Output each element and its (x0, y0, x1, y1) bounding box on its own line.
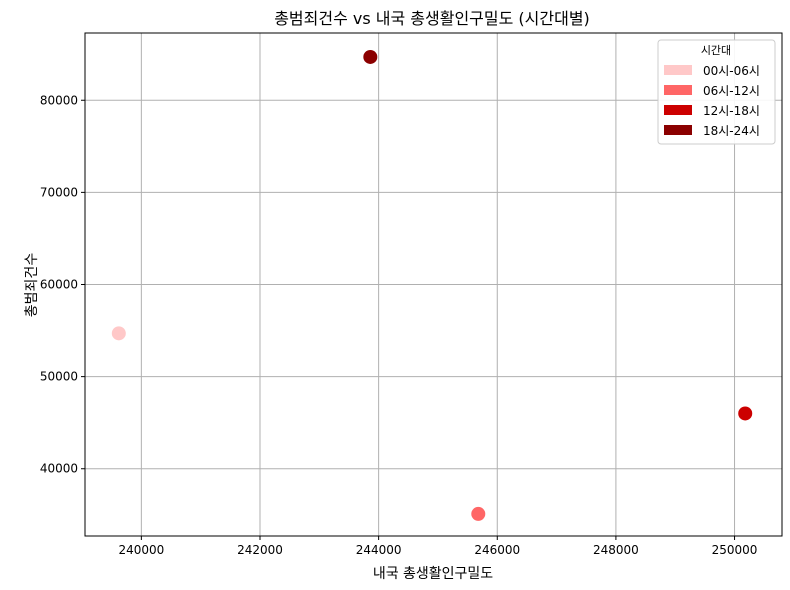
x-axis-label: 내국 총생활인구밀도 (373, 566, 493, 582)
legend: 시간대 00시-06시 06시-12시 12시-18시 18시-24시 (657, 39, 776, 145)
data-points (111, 49, 753, 521)
y-tick-label: 60000 (40, 278, 78, 292)
x-tick-label: 248000 (593, 543, 639, 557)
legend-item-label: 00시-06시 (703, 64, 760, 78)
legend-swatch (664, 85, 692, 95)
y-tick-label: 80000 (40, 93, 78, 107)
chart-title: 총범죄건수 vs 내국 총생활인구밀도 (시간대별) (274, 9, 590, 28)
legend-title: 시간대 (701, 44, 731, 57)
data-point (111, 326, 126, 341)
legend-item-label: 06시-12시 (703, 84, 760, 98)
x-tick-label: 246000 (474, 543, 520, 557)
x-tick-label: 242000 (237, 543, 283, 557)
legend-item-label: 12시-18시 (703, 104, 760, 118)
legend-swatch (664, 65, 692, 75)
x-tick-label: 244000 (356, 543, 402, 557)
x-axis-ticks: 240000 242000 244000 246000 248000 250000 (118, 536, 757, 557)
data-point (363, 49, 378, 64)
y-tick-label: 70000 (40, 185, 78, 199)
y-tick-label: 50000 (40, 370, 78, 384)
y-tick-label: 40000 (40, 462, 78, 476)
y-axis-label: 총범죄건수 (24, 253, 40, 318)
data-point (738, 406, 753, 421)
data-point (471, 506, 486, 521)
legend-swatch (664, 105, 692, 115)
legend-item-label: 18시-24시 (703, 124, 760, 138)
y-axis-ticks: 40000 50000 60000 70000 80000 (40, 93, 85, 476)
legend-swatch (664, 125, 692, 135)
x-tick-label: 250000 (712, 543, 758, 557)
x-tick-label: 240000 (118, 543, 164, 557)
